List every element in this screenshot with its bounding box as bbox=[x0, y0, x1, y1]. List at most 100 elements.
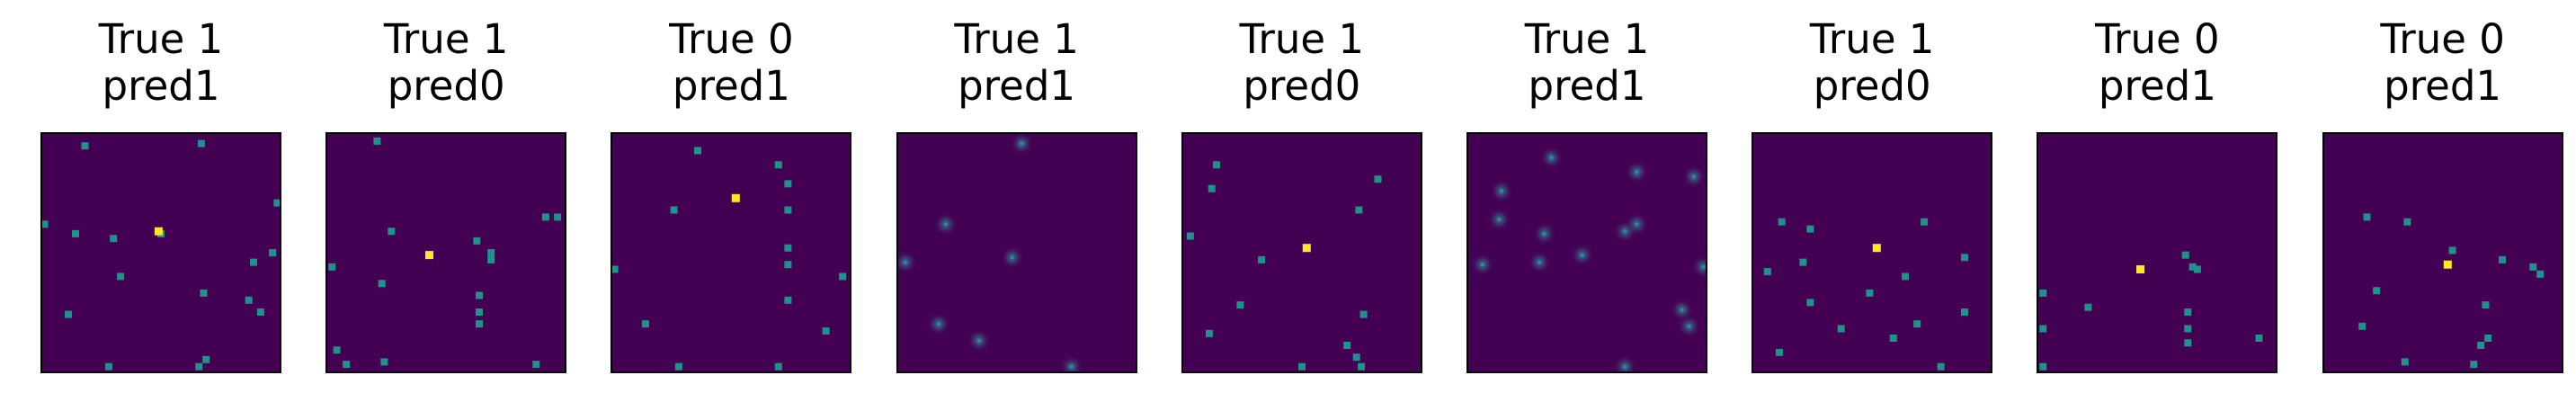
panel-title-pred: pred1 bbox=[2384, 62, 2502, 110]
heatmap-dot bbox=[1359, 310, 1368, 318]
heatmap-dot bbox=[200, 289, 208, 297]
heatmap-canvas bbox=[1182, 134, 1421, 371]
heatmap-dot-core bbox=[1542, 231, 1546, 237]
image-panel-4: True 1 pred1 bbox=[896, 0, 1137, 411]
heatmap-dot bbox=[694, 147, 702, 155]
heatmap-dot bbox=[333, 346, 341, 354]
image-panel-1: True 1 pred1 bbox=[40, 0, 281, 411]
heatmap-dot bbox=[839, 273, 847, 281]
heatmap-dot bbox=[343, 361, 351, 369]
heatmap-dot bbox=[256, 308, 264, 316]
heatmap-dot bbox=[1186, 232, 1194, 240]
image-panel-7: True 1 pred0 bbox=[1752, 0, 1993, 411]
heatmap-background bbox=[1182, 134, 1421, 371]
heatmap-dot bbox=[784, 180, 792, 188]
heatmap-canvas bbox=[2038, 134, 2277, 371]
panel-title-pred: pred1 bbox=[958, 62, 1076, 110]
heatmap-dot bbox=[2255, 335, 2263, 342]
heatmap-hot-dot bbox=[2443, 260, 2452, 269]
heatmap-dot bbox=[2448, 246, 2456, 255]
heatmap-dot bbox=[72, 229, 79, 237]
heatmap-dot-core bbox=[1538, 260, 1542, 264]
heatmap-dot bbox=[378, 280, 386, 288]
heatmap-hot-dot bbox=[1872, 244, 1881, 253]
image-panel-6: True 1 pred1 bbox=[1466, 0, 1707, 411]
heatmap-dot bbox=[1837, 325, 1845, 333]
heatmap-dot bbox=[1799, 258, 1807, 266]
panel-title-pred: pred1 bbox=[2098, 62, 2216, 110]
heatmap-dot bbox=[250, 258, 257, 266]
heatmap-dot-core bbox=[1680, 308, 1684, 312]
heatmap-dot bbox=[476, 308, 484, 316]
image-panel-2: True 1 pred0 bbox=[325, 0, 567, 411]
heatmap-dot bbox=[42, 220, 49, 228]
heatmap-dot bbox=[784, 296, 792, 304]
heatmap-dot bbox=[2483, 335, 2491, 342]
heatmap-dot bbox=[1357, 362, 1365, 371]
heatmap-dot bbox=[675, 362, 683, 371]
heatmap-dot bbox=[1352, 353, 1360, 362]
heatmap-dot-core bbox=[1497, 217, 1502, 222]
heatmap-dot bbox=[1937, 362, 1945, 371]
heatmap-dot bbox=[473, 237, 481, 245]
heatmap-dot bbox=[2498, 255, 2506, 264]
heatmap-dot bbox=[2528, 263, 2536, 271]
heatmap-dot bbox=[554, 213, 562, 221]
heatmap-dot bbox=[2184, 308, 2192, 316]
heatmap-image bbox=[611, 132, 852, 373]
heatmap-image bbox=[325, 132, 567, 373]
heatmap-dot bbox=[476, 291, 484, 299]
heatmap-dot bbox=[202, 355, 210, 363]
heatmap-dot bbox=[1921, 218, 1929, 226]
heatmap-dot bbox=[245, 296, 253, 304]
panel-title-pred: pred1 bbox=[1528, 62, 1646, 110]
heatmap-dot bbox=[487, 255, 495, 264]
heatmap-dot-core bbox=[1499, 189, 1504, 193]
heatmap-background bbox=[1753, 134, 1992, 371]
heatmap-dot bbox=[1889, 335, 1897, 342]
panel-title-pred: pred1 bbox=[102, 62, 220, 110]
heatmap-canvas bbox=[42, 134, 280, 371]
heatmap-dot bbox=[2476, 342, 2484, 349]
heatmap-dot-core bbox=[1635, 170, 1639, 174]
heatmap-dot bbox=[1902, 273, 1910, 281]
heatmap-dot bbox=[2039, 362, 2047, 371]
heatmap-dot bbox=[2039, 289, 2047, 297]
heatmap-dot bbox=[1208, 184, 1216, 192]
heatmap-dot bbox=[822, 327, 830, 335]
heatmap-image bbox=[1466, 132, 1707, 373]
heatmap-dot-core bbox=[1635, 222, 1639, 227]
heatmap-dot bbox=[1913, 320, 1921, 328]
panel-title-true: True 1 bbox=[1809, 15, 1935, 63]
heatmap-dot-core bbox=[1701, 264, 1706, 269]
heatmap-dot bbox=[380, 358, 388, 366]
heatmap-image bbox=[2037, 132, 2278, 373]
panel-title-pred: pred0 bbox=[1243, 62, 1361, 110]
heatmap-dot-core bbox=[1480, 263, 1484, 267]
image-panel-5: True 1 pred0 bbox=[1181, 0, 1422, 411]
heatmap-dot bbox=[1297, 362, 1306, 371]
heatmap-dot-core bbox=[1691, 174, 1696, 179]
heatmap-image bbox=[40, 132, 281, 373]
heatmap-dot bbox=[65, 310, 72, 318]
panel-title-true: True 1 bbox=[954, 15, 1079, 63]
panel-title-true: True 1 bbox=[1524, 15, 1650, 63]
heatmap-dot bbox=[775, 161, 783, 169]
heatmap-dot bbox=[1205, 329, 1213, 337]
heatmap-dot bbox=[110, 235, 118, 243]
heatmap-dot bbox=[2372, 287, 2380, 295]
panel-title-pred: pred0 bbox=[387, 62, 505, 110]
heatmap-canvas bbox=[612, 134, 851, 371]
panel-title-true: True 1 bbox=[383, 15, 509, 63]
heatmap-background bbox=[42, 134, 280, 371]
panel-title-true: True 1 bbox=[98, 15, 224, 63]
heatmap-dot bbox=[2194, 265, 2202, 273]
heatmap-background bbox=[612, 134, 851, 371]
heatmap-dot-core bbox=[1019, 141, 1024, 146]
heatmap-dot-core bbox=[936, 322, 940, 326]
heatmap-dot bbox=[2182, 251, 2190, 259]
image-panel-9: True 0 pred1 bbox=[2322, 0, 2563, 411]
heatmap-dot-core bbox=[1687, 324, 1691, 328]
heatmap-dot-core bbox=[1549, 156, 1554, 160]
